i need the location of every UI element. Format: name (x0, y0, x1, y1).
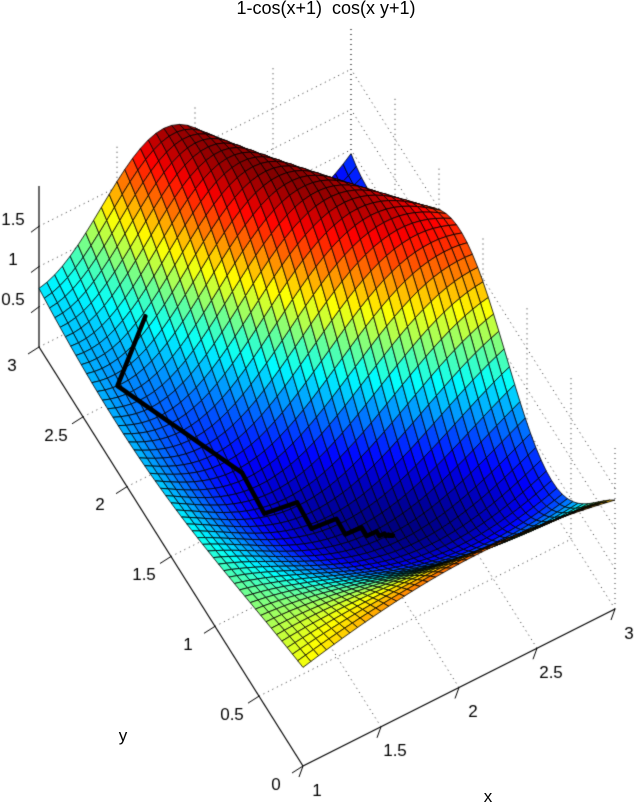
y-axis-label: y (118, 726, 128, 745)
x-axis-label: x (483, 787, 493, 806)
plot-title: 1-cos(x+1) cos(x y+1) (236, 0, 416, 18)
